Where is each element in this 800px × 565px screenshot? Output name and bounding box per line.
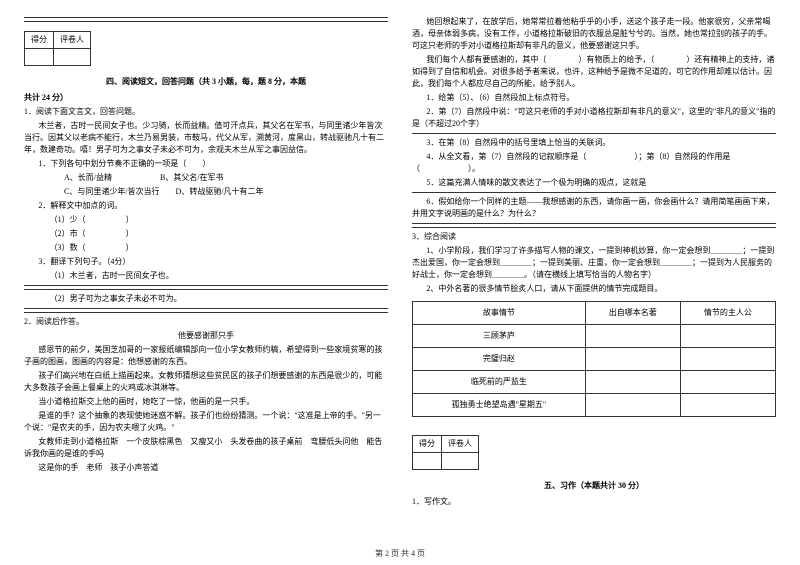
answer-line: [24, 285, 388, 286]
q1-trans1: （1）木兰者，古时一民间女子也。: [24, 270, 388, 282]
q1-options-ab: A、长而/益精 B、其父名/在军书: [24, 172, 388, 184]
grader-label: 评卷人: [442, 436, 479, 453]
q2-p6: 这是你的手 老师 孩子小声答道: [24, 462, 388, 474]
section-4-subtitle: 共计 24 分）: [24, 92, 388, 104]
score-label: 得分: [413, 436, 442, 453]
q2-p2: 孩子们高兴地在白纸上描画起来。女教师猜想这些贫民区的孩子们想要感谢的东西是很少的…: [24, 370, 388, 394]
grader-label: 评卷人: [54, 32, 91, 49]
answer-line: [412, 227, 776, 228]
th-hero: 情节的主人公: [680, 302, 775, 325]
q2-header: 2．阅读后作答。: [24, 316, 388, 328]
r-item-4: 4．从全文看，第（7）自然段的记叙顺序是（ ）；第（8）自然段的作用是（ ）。: [412, 151, 776, 175]
cell: 孤独勇士绝望岛遇"星期五": [413, 394, 586, 417]
answer-line: [24, 312, 388, 313]
r-p1: 她回想起来了，在放学后，她常常拉着他粘乎乎的小手，送这个孩子走一段。他家很穷，父…: [412, 16, 776, 52]
q2-p4: 是谁的手？这个抽象的表现使她迷惑不解。孩子们也纷纷猜测。一个说："这准是上帝的手…: [24, 410, 388, 434]
q1-blank-c: （3）数（ ）: [24, 242, 388, 254]
q3-p2: 2、中外名著的很多情节脍炙人口，请从下面提供的情节完成题目。: [412, 283, 776, 295]
section-4-title: 四、阅读短文，回答问题（共 3 小题，每，题 8 分，本题: [24, 76, 388, 88]
q1-sub2: 2．解释文中加点的词。: [24, 200, 388, 212]
score-label: 得分: [25, 32, 54, 49]
cell: 临死前的严监生: [413, 371, 586, 394]
r-item-5: 5．这篇充满人情味的散文表达了一个极为明确的观点，这就是: [412, 177, 776, 189]
q1-passage: 木兰者，古时一民间女子也。少习骑，长而益精。值可汗点兵，其父名在军书，与同里诸少…: [24, 120, 388, 156]
q1-blank-a: （1）少（ ）: [24, 214, 388, 226]
q3-p1: 1、小学阶段，我们学习了许多描写人物的课文，一提到神机妙算，你一定会想到＿＿＿＿…: [412, 245, 776, 281]
q1-blank-b: （2）市（ ）: [24, 228, 388, 240]
r-p2: 我们每个人都有要感谢的，其中（ ）有物质上的给予，（ ）还有精神上的支持，诸如得…: [412, 54, 776, 90]
q1-sub1: 1．下列各句中划分节奏不正确的一项是（ ）: [24, 158, 388, 170]
story-table: 故事情节 出自哪本名著 情节的主人公 三顾茅庐 完璧归赵 临死前的严监生 孤独勇…: [412, 301, 776, 417]
answer-line: [24, 289, 388, 290]
r-item-2: 2．第（7）自然段中说："可这只老师的手对小道格拉斯却有非凡的意义"，这里的"非…: [412, 106, 776, 130]
r-item-1: 1．给第（5）、（6）自然段加上标点符号。: [412, 92, 776, 104]
answer-line: [412, 192, 776, 193]
section-5-title: 五、习作（本题共计 30 分）: [412, 480, 776, 492]
q1-header: 1．阅读下面文言文，回答问题。: [24, 106, 388, 118]
blank-line: [24, 17, 388, 18]
answer-line: [412, 133, 776, 134]
r-item-3: 3．在第（8）自然段中的括号里填上恰当的关联词。: [412, 137, 776, 149]
blank-line: [24, 21, 388, 22]
q1-options-cd: C、与同里诸少年/皆次当行 D、转战驱驰/凡十有二年: [24, 186, 388, 198]
q2-p1: 感恩节的前夕，美国芝加哥的一家报纸编辑部向一位小学女教师约稿，希望得到一些家境贫…: [24, 344, 388, 368]
page-footer: 第 2 页 共 4 页: [0, 548, 800, 559]
q3-header: 3．综合阅读: [412, 231, 776, 243]
right-column: 她回想起来了，在放学后，她常常拉着他粘乎乎的小手，送这个孩子走一段。他家很穷，父…: [412, 14, 776, 510]
q2-title: 他要感谢那只手: [24, 330, 388, 342]
q5-header: 1．写作文。: [412, 496, 776, 508]
q1-sub3: 3．翻译下列句子。（4分）: [24, 256, 388, 268]
q2-p5: 女教师走到小道格拉斯 一个皮肤棕黑色 又瘦又小 头发卷曲的孩子桌前 弯腰低头问他…: [24, 436, 388, 460]
answer-line: [24, 308, 388, 309]
th-plot: 故事情节: [413, 302, 586, 325]
cell: 三顾茅庐: [413, 325, 586, 348]
r-item-6: 6．假如给你一个同样的主题——我想感谢的东西，请你画一画，你会画什么？请用简笔画…: [412, 196, 776, 220]
q1-trans2: （2）男子可为之事女子未必不可为。: [24, 293, 388, 305]
score-box-2: 得分评卷人: [412, 435, 479, 470]
q2-p3: 当小道格拉斯交上他的画时，她吃了一惊，他画的是一只手。: [24, 396, 388, 408]
cell: 完璧归赵: [413, 348, 586, 371]
score-box: 得分评卷人: [24, 31, 91, 66]
th-book: 出自哪本名著: [585, 302, 680, 325]
answer-line: [412, 223, 776, 224]
left-column: 得分评卷人 四、阅读短文，回答问题（共 3 小题，每，题 8 分，本题 共计 2…: [24, 14, 388, 510]
